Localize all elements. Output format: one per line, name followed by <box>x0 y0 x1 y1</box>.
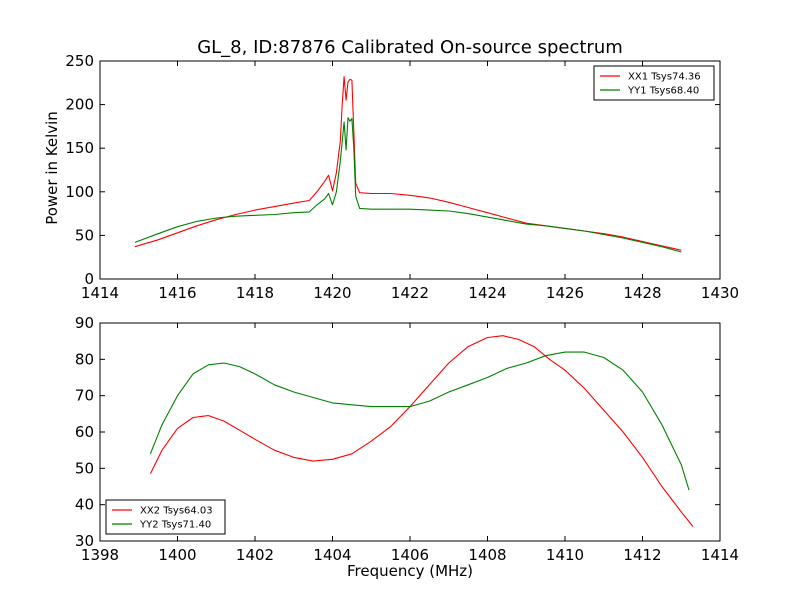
legend-label: XX2 Tsys64.03 <box>140 506 213 517</box>
bottom-x-axis-label: Frequency (MHz) <box>347 562 473 580</box>
y-tick-label: 30 <box>75 532 94 550</box>
legend-label: YY1 Tsys68.40 <box>627 86 699 97</box>
x-tick-label: 1416 <box>158 284 196 302</box>
x-tick-label: 1414 <box>81 284 119 302</box>
y-tick-label: 70 <box>75 387 94 405</box>
y-tick-label: 60 <box>75 423 94 441</box>
x-tick-label: 1414 <box>701 546 739 564</box>
y-tick-label: 250 <box>65 52 94 70</box>
x-tick-label: 1426 <box>546 284 584 302</box>
legend-box <box>105 499 226 535</box>
top-y-axis-label: Power in Kelvin <box>43 111 61 225</box>
x-tick-label: 1404 <box>313 546 351 564</box>
legend-box <box>593 65 715 101</box>
bottom-plot-area: 1398 1400 1402 1404 1406 1408 1410 1412 1414 30 40… <box>75 314 739 564</box>
top-plot-area: 1414 1416 1418 1420 1422 1424 1426 1428 1430 0 50 1… <box>65 52 739 302</box>
x-tick-label: 1430 <box>701 284 739 302</box>
y-tick-label: 0 <box>84 270 94 288</box>
legend-label: XX1 Tsys74.36 <box>628 72 701 83</box>
x-tick-label: 1398 <box>81 546 119 564</box>
series-line-0-1 <box>134 117 682 253</box>
y-tick-label: 50 <box>75 459 94 477</box>
x-tick-label: 1406 <box>391 546 429 564</box>
top-chart-title: GL_8, ID:87876 Calibrated On-source spec… <box>197 37 623 58</box>
y-tick-label: 80 <box>75 350 94 368</box>
x-tick-label: 1410 <box>546 546 584 564</box>
x-tick-label: 1408 <box>468 546 506 564</box>
legend-label: YY2 Tsys71.40 <box>139 520 211 531</box>
y-tick-label: 100 <box>65 183 94 201</box>
x-tick-label: 1400 <box>158 546 196 564</box>
y-tick-label: 200 <box>65 96 94 114</box>
y-tick-label: 90 <box>75 314 94 332</box>
x-tick-label: 1418 <box>236 284 274 302</box>
x-tick-label: 1428 <box>623 284 661 302</box>
legend: XX2 Tsys64.03 YY2 Tsys71.40 <box>105 499 226 535</box>
series-line-1-1 <box>149 351 690 491</box>
y-tick-label: 150 <box>65 139 94 157</box>
x-tick-label: 1412 <box>623 546 661 564</box>
legend: XX1 Tsys74.36 YY1 Tsys68.40 <box>593 65 715 101</box>
y-tick-label: 50 <box>75 226 94 244</box>
x-tick-label: 1424 <box>468 284 506 302</box>
x-tick-label: 1402 <box>236 546 274 564</box>
y-tick-label: 40 <box>75 496 94 514</box>
x-tick-label: 1420 <box>313 284 351 302</box>
x-tick-label: 1422 <box>391 284 429 302</box>
series-line-1-0 <box>149 335 694 527</box>
